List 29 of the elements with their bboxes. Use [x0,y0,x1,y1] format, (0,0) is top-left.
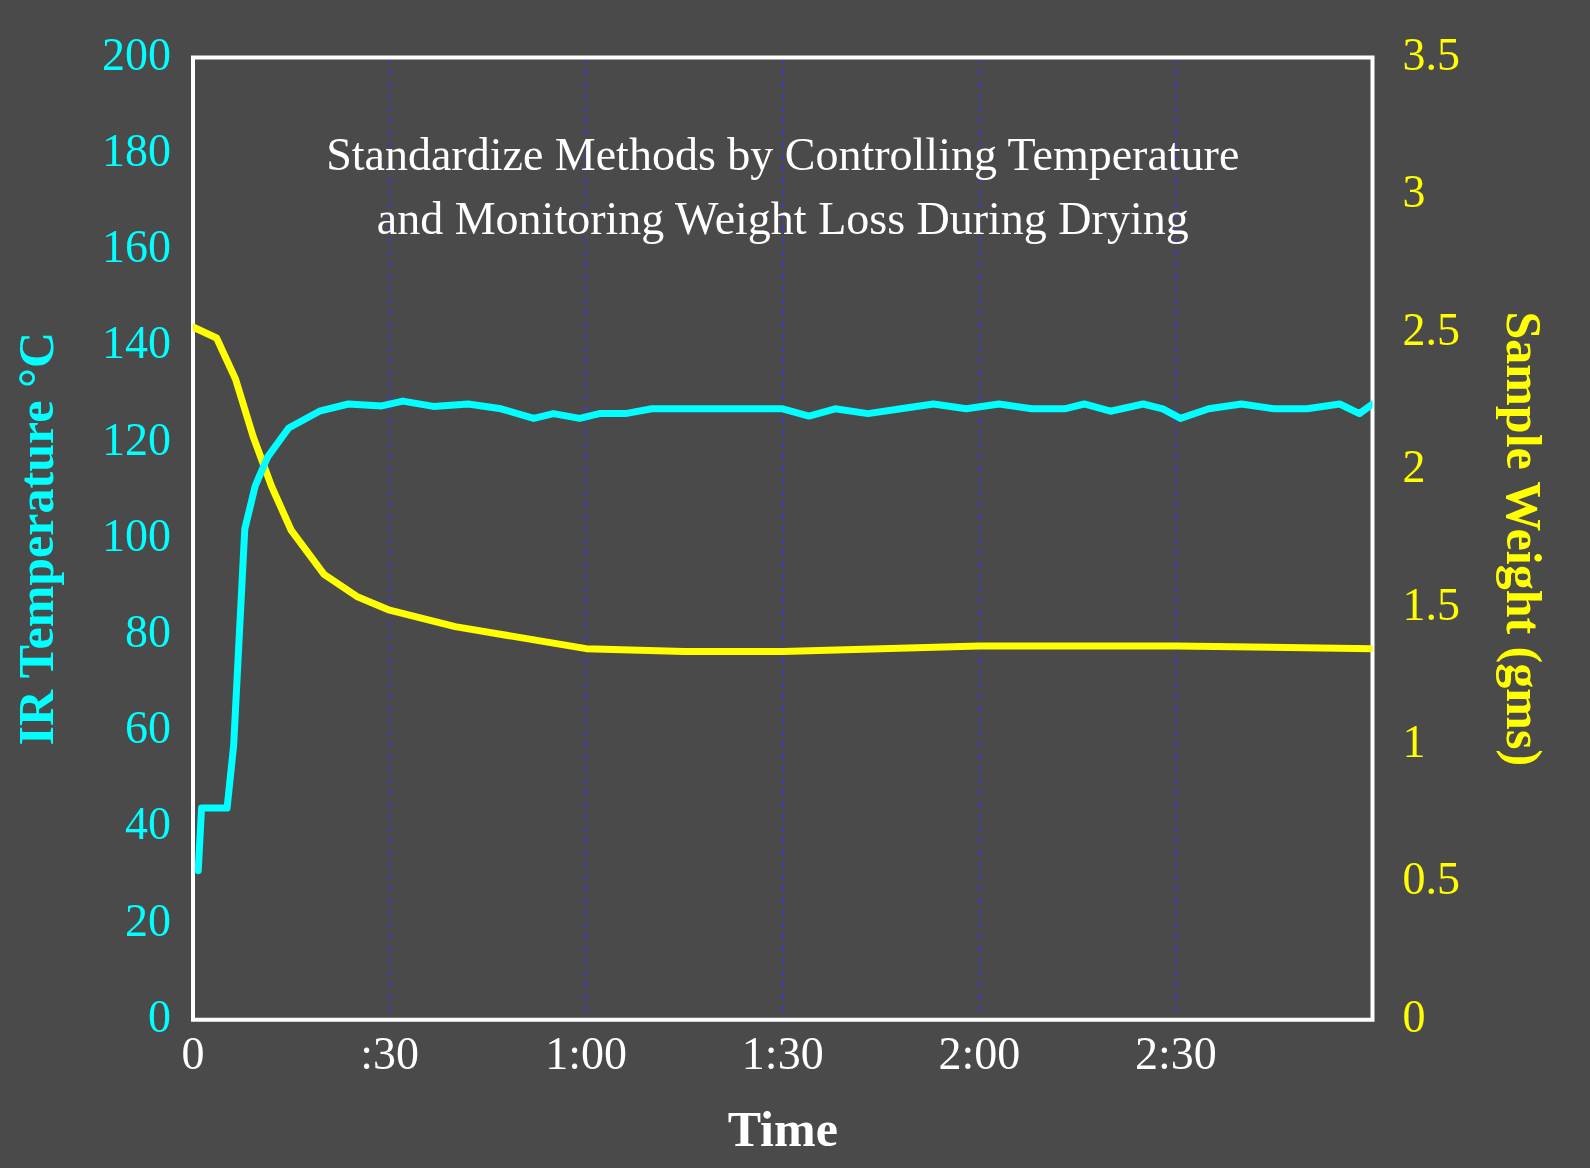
y-tick-label: 140 [102,317,171,369]
y2-axis-title: Sample Weight (gms) [1496,311,1553,767]
y-tick-label: 20 [125,894,171,946]
y-tick-label: 160 [102,221,171,273]
x-tick-label: 1:30 [741,1028,824,1080]
y-tick-label: 80 [125,606,171,657]
y2-tick-label: 2.5 [1402,303,1460,355]
y-axis-title: IR Temperature °C [7,331,64,746]
x-tick-label: 2:00 [938,1028,1021,1080]
text: Standardize Methods by Controlling Temperature and Monitoring Weight Loss During Drying [326,128,1240,244]
y-tick-label: 100 [102,509,171,561]
y2-tick-label: 3 [1402,166,1426,218]
y-tick-label: 180 [102,124,171,176]
y-tick-label: 200 [102,28,171,80]
y-tick-label: 60 [125,702,171,754]
x-tick-label: :30 [360,1028,419,1080]
y2-tick-label: 0 [1402,990,1426,1042]
y2-tick-label: 2 [1402,441,1426,493]
y-tick-label: 120 [102,413,171,465]
y2-tick-label: 0.5 [1402,853,1460,905]
y2-tick-label: 3.5 [1402,28,1460,80]
x-tick-label: 0 [181,1028,205,1080]
x-tick-label: 1:00 [545,1028,628,1080]
y-tick-label: 40 [125,798,171,850]
y-tick-label: 0 [148,990,171,1042]
x-axis-title: Time [727,1100,838,1157]
y2-tick-label: 1 [1402,715,1426,767]
x-tick-label: 2:30 [1135,1028,1217,1080]
y2-tick-label: 1.5 [1402,578,1460,630]
